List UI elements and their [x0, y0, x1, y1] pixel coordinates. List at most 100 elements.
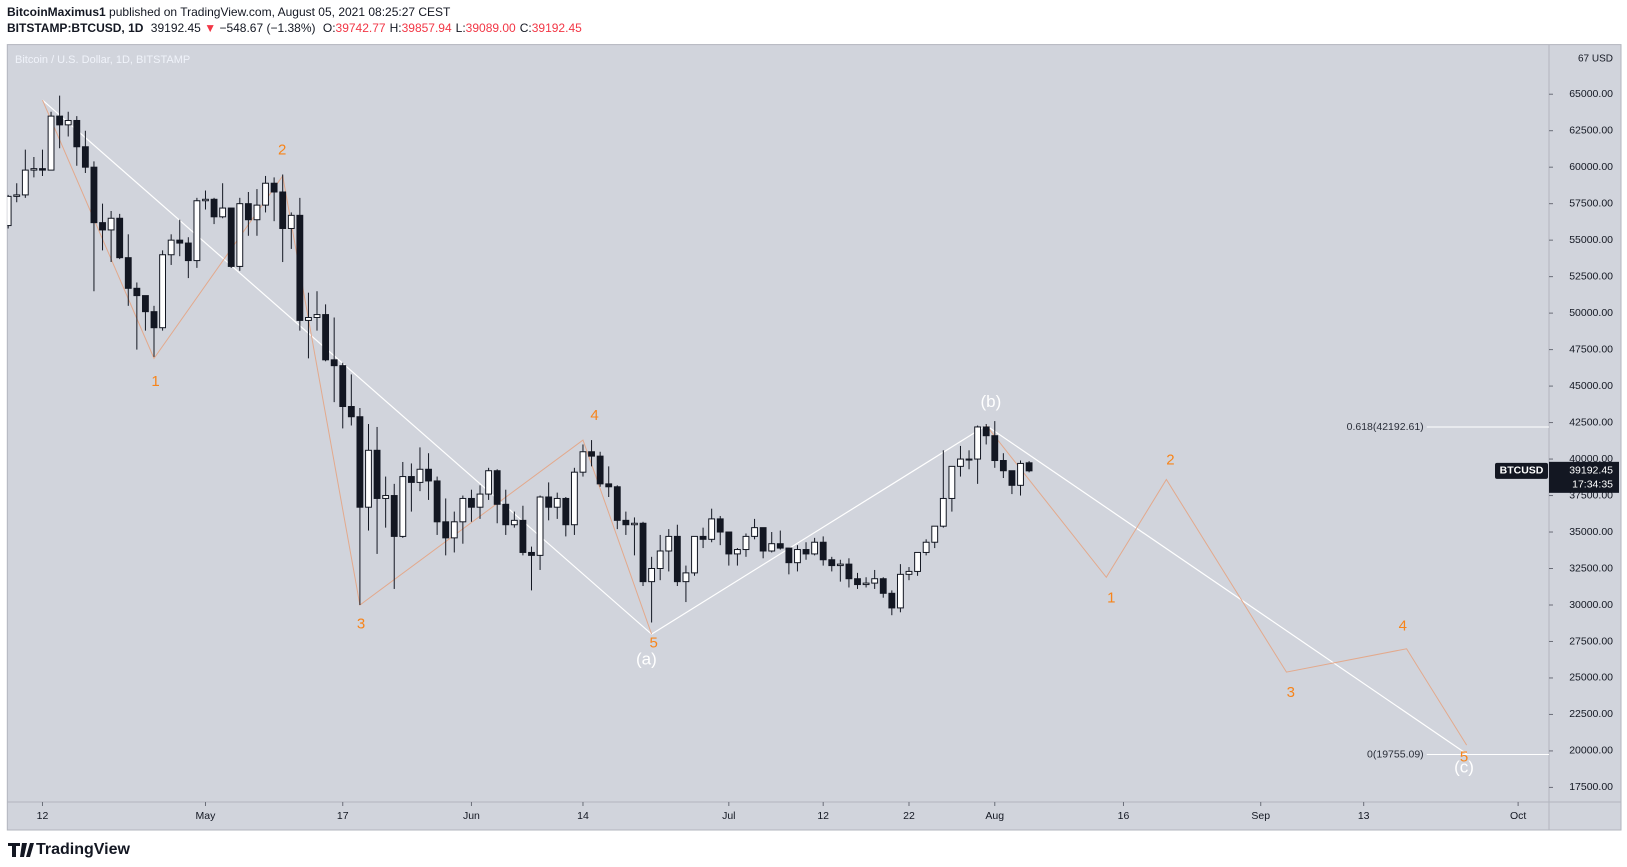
candle-body	[605, 483, 613, 488]
x-tick-label: Jul	[722, 810, 735, 822]
candle-body	[673, 535, 681, 583]
footer-brand: TradingView	[36, 841, 131, 858]
candle-body	[219, 207, 227, 218]
candle-body	[287, 214, 295, 229]
x-tick-label: 16	[1118, 810, 1130, 822]
ohlc-value: 39742.77	[336, 21, 386, 35]
candle-body	[828, 559, 836, 567]
arrow: ▼	[204, 21, 216, 35]
candle-body	[279, 191, 287, 229]
candle-body	[999, 460, 1007, 472]
candle-body	[639, 522, 647, 583]
ohlc-label: C:	[520, 21, 532, 35]
candle-body	[244, 203, 252, 221]
x-tick-label: 12	[817, 810, 829, 822]
candle-body	[742, 535, 750, 551]
candle-body	[691, 535, 698, 574]
footer: TradingView	[8, 841, 131, 858]
candle-body	[416, 468, 424, 483]
ohlc-value: 39089.00	[466, 21, 516, 35]
candle-body	[905, 570, 913, 575]
candle-body	[510, 519, 518, 526]
candle-body	[116, 217, 124, 259]
candle-body	[210, 198, 218, 218]
y-tick-label: 22500.00	[1569, 708, 1613, 720]
y-tick-label: 55000.00	[1569, 234, 1613, 246]
candle-body	[193, 200, 201, 262]
wave-label: 3	[1287, 684, 1295, 701]
candle-body	[322, 314, 330, 361]
ohlc-label: L:	[456, 21, 466, 35]
candle-body	[648, 568, 656, 583]
candle-body	[725, 531, 733, 555]
candle-body	[545, 496, 553, 508]
candle-body	[459, 497, 467, 523]
candle-body	[373, 449, 381, 499]
x-tick-label: Aug	[985, 810, 1004, 822]
symbol-tag-bg	[1495, 462, 1548, 479]
candle-body	[914, 551, 921, 572]
header-line: BitcoinMaximus1 published on TradingView…	[7, 5, 451, 19]
symbol: BITSTAMP:BTCUSD, 1D	[7, 21, 144, 35]
candle-body	[313, 314, 321, 318]
x-tick-label: 17	[337, 810, 349, 822]
candle-body	[931, 525, 939, 543]
candle-body	[1017, 462, 1024, 486]
candle-body	[1008, 470, 1016, 486]
scale-top-label: 67 USD	[1578, 54, 1613, 65]
candle-body	[107, 217, 115, 231]
wave-label: 5	[650, 634, 658, 651]
x-tick-label: 13	[1358, 810, 1370, 822]
y-tick-label: 40000.00	[1569, 453, 1613, 465]
candle-body	[922, 541, 930, 553]
candle-body	[785, 547, 793, 564]
candle-body	[974, 426, 982, 460]
candle-body	[794, 549, 801, 564]
candle-body	[845, 563, 853, 580]
candle-body	[896, 573, 904, 609]
x-tick-label: May	[196, 810, 217, 822]
last: 39192.45	[151, 21, 201, 35]
published: published on TradingView.com, August 05,…	[109, 5, 451, 19]
price-tag-bg	[1549, 461, 1619, 493]
wave-label: (b)	[981, 392, 1002, 411]
candle-body	[957, 458, 964, 467]
price-tag: 39192.45	[1569, 465, 1613, 477]
candle-body	[30, 168, 38, 171]
x-tick-label: 12	[37, 810, 49, 822]
y-tick-label: 30000.00	[1569, 599, 1613, 611]
author: BitcoinMaximus1	[7, 5, 106, 19]
wave-label: (a)	[636, 649, 657, 668]
y-tick-label: 42500.00	[1569, 416, 1613, 428]
candle-body	[879, 578, 887, 594]
candle-body	[13, 194, 21, 197]
candle-body	[802, 549, 810, 555]
candle-body	[347, 406, 355, 418]
candle-body	[965, 458, 973, 461]
candle-body	[613, 486, 621, 521]
candle-body	[871, 578, 879, 584]
candle-body	[90, 166, 98, 224]
candle-body	[751, 527, 758, 537]
candle-body	[493, 470, 501, 505]
candle-body	[133, 287, 141, 297]
candle-body	[768, 543, 776, 552]
candle-body	[176, 239, 184, 244]
y-tick-label: 62500.00	[1569, 124, 1613, 136]
wave-line	[985, 425, 1468, 746]
y-tick-label: 65000.00	[1569, 88, 1613, 100]
y-tick-label: 47500.00	[1569, 343, 1613, 355]
candle-body	[708, 518, 716, 540]
candle-body	[296, 214, 304, 321]
y-tick-label: 60000.00	[1569, 161, 1613, 173]
candle-body	[631, 522, 638, 526]
candle-body	[64, 119, 72, 126]
candle-body	[382, 495, 390, 499]
candle-body	[227, 207, 235, 267]
candle-body	[888, 592, 896, 609]
candle-body	[365, 449, 372, 508]
candle-body	[184, 242, 192, 262]
candle-body	[528, 551, 535, 556]
candle-body	[202, 198, 209, 202]
